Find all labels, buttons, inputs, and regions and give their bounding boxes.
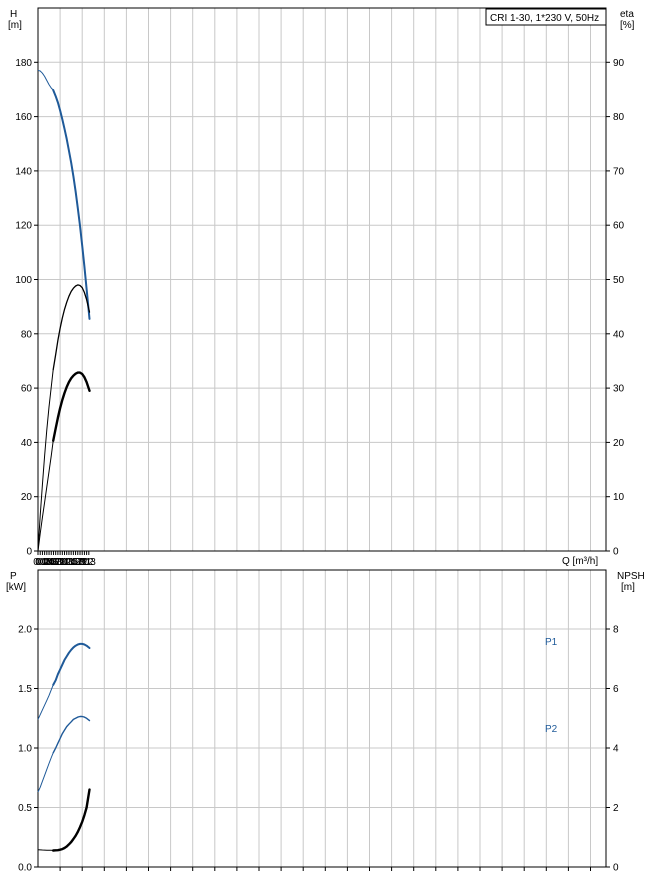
- x-tick-label: 0.8: [49, 557, 63, 568]
- series-label-p1: P1: [545, 637, 558, 648]
- x-tick-label: 1.7: [69, 557, 83, 568]
- x-tick-label: 1.1: [55, 557, 69, 568]
- x-tick-label: 0.3: [38, 557, 52, 568]
- x-tick-label: 1.8: [71, 557, 85, 568]
- bottom-series-1-line: [52, 715, 91, 754]
- legend-box: [485, 8, 607, 26]
- x-tick-label: 1.4: [62, 557, 76, 568]
- x-tick-label: 0.2: [35, 557, 49, 568]
- y-left-title-unit: [m]: [8, 20, 22, 31]
- y-right-tick-label: 80: [613, 112, 625, 123]
- npsh-tick-label: 6: [613, 684, 619, 695]
- y-right-tick-label: 50: [613, 275, 625, 286]
- x-tick-label: 0.1: [33, 557, 47, 568]
- power-axis-title-unit: [kW]: [6, 582, 26, 593]
- y-left-tick-label: 80: [21, 329, 33, 340]
- npsh-tick-label: 4: [613, 744, 619, 755]
- top-series-2-line: [52, 371, 91, 442]
- npsh-tick-label: 2: [613, 803, 619, 814]
- x-tick-label: 0.4: [40, 557, 54, 568]
- y-right-title-unit: [%]: [620, 20, 635, 31]
- top-plot-axes: 0 20 40 60 80 100 120 140 160 180 0 10 20 30 40 50 60 70 8…: [15, 58, 624, 568]
- top-series-1-line: [52, 284, 91, 371]
- y-right-tick-label: 70: [613, 166, 625, 177]
- y-left-tick-label: 160: [15, 112, 32, 123]
- x-tick-label: 1.2: [58, 557, 72, 568]
- y-left-tick-label: 60: [21, 384, 33, 395]
- npsh-tick-label: 0: [613, 863, 619, 874]
- legend-text: CRI 1-30, 1*230 V, 50Hz: [490, 13, 599, 24]
- y-left-tick-label: 0: [26, 547, 32, 558]
- power-tick-label: 0.5: [18, 803, 32, 814]
- y-left-title-name: H: [10, 9, 17, 20]
- y-right-tick-label: 20: [613, 438, 625, 449]
- x-tick-label: 0.7: [47, 557, 61, 568]
- y-right-tick-label: 40: [613, 329, 625, 340]
- bottom-series-0-extrapolated: [37, 684, 54, 720]
- x-tick-label: 2.1: [77, 557, 91, 568]
- y-right-tick-label: 60: [613, 221, 625, 232]
- power-tick-label: 1.0: [18, 744, 32, 755]
- bottom-series-2-line: [52, 788, 91, 852]
- bottom-series-0-line: [52, 642, 91, 686]
- x-tick-label: 2.0: [75, 557, 89, 568]
- top-plot-curves: [37, 69, 91, 552]
- y-right-tick-label: 90: [613, 58, 625, 69]
- top-series-2-extrapolated: [37, 440, 54, 552]
- x-tick-label: 1.6: [66, 557, 80, 568]
- x-tick-label: 0.5: [42, 557, 56, 568]
- bottom-plot-curves: [37, 642, 91, 852]
- y-right-tick-label: 10: [613, 492, 625, 503]
- x-tick-label: 0: [35, 557, 41, 568]
- top-series-0-line: [52, 89, 91, 320]
- y-left-tick-label: 100: [15, 275, 32, 286]
- series-label-p2: P2: [545, 724, 558, 735]
- x-axis-title: Q [m³/h]: [562, 556, 598, 567]
- y-left-tick-label: 120: [15, 221, 32, 232]
- y-left-tick-label: 20: [21, 492, 33, 503]
- x-tick-label: 2.2: [80, 557, 94, 568]
- x-tick-label: 1.9: [73, 557, 87, 568]
- y-left-tick-label: 140: [15, 166, 32, 177]
- x-tick-label: 2.3: [82, 557, 96, 568]
- y-right-tick-label: 30: [613, 384, 625, 395]
- bottom-series-1-extrapolated: [37, 752, 54, 793]
- x-tick-label: 1.3: [60, 557, 74, 568]
- top-plot-grid: [38, 8, 606, 551]
- power-axis-title-name: P: [10, 571, 17, 582]
- bottom-series-2-extrapolated: [37, 849, 54, 851]
- npsh-tick-label: 8: [613, 625, 619, 636]
- power-tick-label: 1.5: [18, 684, 32, 695]
- x-tick-label: 1.0: [53, 557, 67, 568]
- top-series-1-extrapolated: [37, 369, 54, 552]
- y-right-tick-label: 0: [613, 547, 619, 558]
- x-tick-label: 0.9: [51, 557, 65, 568]
- bottom-plot-frame: [37, 569, 607, 868]
- top-series-0-extrapolated: [37, 69, 54, 91]
- power-tick-label: 0.0: [18, 863, 32, 874]
- x-tick-label: 1.5: [64, 557, 78, 568]
- bottom-plot-axes: 0.0 0.5 1.0 1.5 2.0 0 2 4 6 8: [18, 625, 619, 874]
- bottom-plot-grid: [38, 570, 606, 867]
- y-left-tick-label: 40: [21, 438, 33, 449]
- x-tick-label: 0.6: [44, 557, 58, 568]
- npsh-axis-title-name: NPSH: [617, 571, 645, 582]
- npsh-axis-title-unit: [m]: [621, 582, 635, 593]
- y-left-tick-label: 180: [15, 58, 32, 69]
- power-tick-label: 2.0: [18, 625, 32, 636]
- y-right-title-name: eta: [620, 9, 634, 20]
